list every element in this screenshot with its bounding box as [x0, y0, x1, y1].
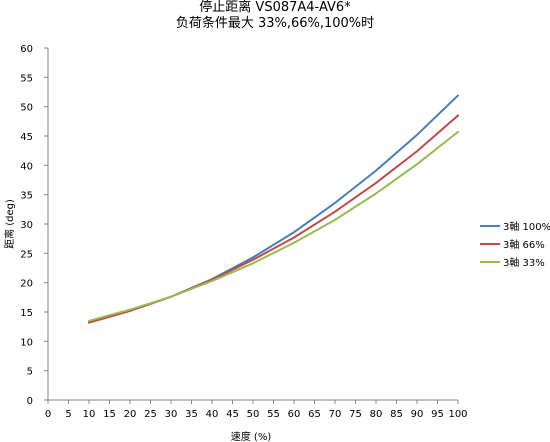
x-tick-label: 15 — [103, 409, 116, 420]
data-point — [457, 131, 459, 133]
data-point — [252, 256, 254, 259]
data-point — [129, 308, 131, 311]
legend-item: 3軸 33% — [480, 256, 545, 269]
data-point — [211, 280, 213, 282]
series-lines — [88, 94, 459, 324]
data-point — [334, 202, 336, 204]
x-tick-label: 10 — [83, 409, 96, 420]
data-point — [293, 241, 295, 244]
data-point — [375, 182, 377, 184]
data-point — [375, 169, 377, 172]
x-tick-label: 85 — [390, 409, 403, 420]
legend: 3軸 100% 3軸 66% 3軸 33% — [480, 220, 550, 269]
x-tick-label: 40 — [206, 409, 219, 420]
y-tick-label: 60 — [20, 44, 33, 55]
data-point — [416, 163, 418, 165]
x-tick-label: 0 — [45, 409, 51, 420]
legend-item: 3軸 100% — [480, 220, 550, 233]
legend-label: 3軸 66% — [503, 238, 545, 251]
x-axis-ticks: 0 5 10 15 20 25 30 35 40 45 50 55 60 65 70 75 80 85 90 95 10… — [45, 400, 468, 420]
y-axis-ticks: 0 5 10 15 20 25 30 35 40 45 50 55 60 — [20, 44, 48, 407]
data-point — [334, 219, 336, 221]
x-tick-label: 55 — [267, 409, 280, 420]
x-tick-label: 45 — [226, 409, 239, 420]
y-tick-label: 0 — [27, 396, 33, 407]
data-point — [88, 320, 90, 322]
series-line — [88, 94, 459, 324]
y-tick-label: 55 — [20, 73, 33, 84]
y-tick-label: 10 — [20, 337, 33, 348]
data-point — [252, 258, 254, 261]
plot-area: 0 5 10 15 20 25 30 35 40 45 50 55 60 65 70 75 80 85 90 95 10… — [20, 44, 467, 420]
data-point — [416, 150, 418, 153]
y-tick-label: 45 — [20, 132, 33, 143]
x-tick-label: 50 — [247, 409, 260, 420]
x-tick-label: 20 — [124, 409, 137, 420]
chart-title: 停止距离 VS087A4-AV6* — [199, 0, 351, 15]
data-point — [334, 210, 336, 213]
y-axis-label: 距离 (deg) — [3, 199, 16, 249]
y-tick-label: 50 — [20, 103, 33, 114]
data-point — [457, 94, 459, 97]
chart-subtitle: 负荷条件最大 33%,66%,100%时 — [176, 15, 374, 31]
x-tick-label: 95 — [431, 409, 444, 420]
data-point — [170, 295, 172, 298]
y-tick-label: 15 — [20, 308, 33, 319]
x-tick-label: 5 — [65, 409, 71, 420]
x-axis-label: 速度 (%) — [231, 430, 272, 442]
legend-item: 3軸 66% — [480, 238, 545, 251]
y-tick-label: 40 — [20, 161, 33, 172]
series-line — [88, 130, 459, 322]
x-tick-label: 65 — [308, 409, 321, 420]
legend-label: 3軸 100% — [503, 220, 550, 233]
data-point — [375, 192, 377, 195]
x-tick-label: 90 — [411, 409, 424, 420]
x-tick-label: 35 — [185, 409, 198, 420]
x-tick-label: 25 — [144, 409, 157, 420]
data-point — [416, 134, 418, 136]
series-3 — [88, 130, 459, 322]
data-point — [88, 321, 90, 324]
x-tick-label: 75 — [349, 409, 362, 420]
y-tick-label: 30 — [20, 220, 33, 231]
y-tick-label: 5 — [27, 367, 33, 378]
x-tick-label: 100 — [448, 409, 467, 420]
data-point — [293, 231, 295, 234]
legend-label: 3軸 33% — [503, 256, 545, 269]
x-tick-label: 70 — [329, 409, 342, 420]
y-tick-label: 35 — [20, 191, 33, 202]
data-point — [252, 262, 254, 265]
data-point — [457, 114, 459, 117]
x-tick-label: 80 — [370, 409, 383, 420]
x-tick-label: 30 — [165, 409, 178, 420]
data-point — [293, 236, 295, 239]
y-tick-label: 20 — [20, 279, 33, 290]
x-tick-label: 60 — [288, 409, 301, 420]
y-tick-label: 25 — [20, 249, 33, 260]
series-1 — [88, 94, 459, 324]
